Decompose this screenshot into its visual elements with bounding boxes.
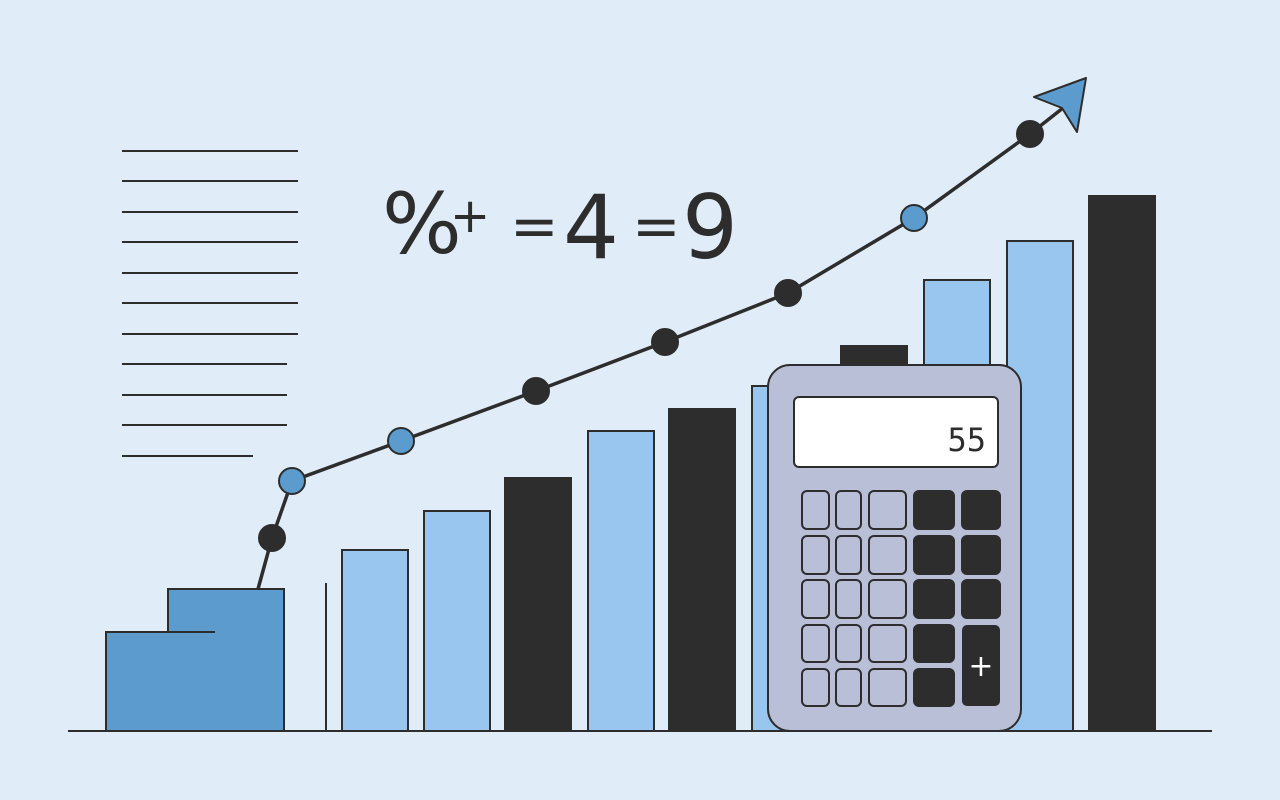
trend-point <box>774 279 802 307</box>
calculator-key-plus[interactable] <box>962 625 1000 706</box>
stepped-block <box>105 588 285 732</box>
calculator-keypad <box>801 490 1001 707</box>
formula-symbol-plus: + <box>450 188 490 244</box>
calculator-key[interactable] <box>835 668 862 707</box>
calculator-key[interactable] <box>961 579 1001 619</box>
formula-symbol-percent: % <box>382 175 462 273</box>
arrow-head-icon <box>1033 77 1087 133</box>
calculator-key[interactable] <box>868 668 907 707</box>
calculator-key[interactable] <box>913 535 955 575</box>
calculator-key[interactable] <box>835 535 862 575</box>
calculator: 55 + <box>767 364 1022 732</box>
calculator-key[interactable] <box>835 579 862 619</box>
calculator-key[interactable] <box>835 490 862 530</box>
formula-digit-4: 4 <box>563 176 619 279</box>
calculator-key[interactable] <box>868 579 907 619</box>
calculator-key[interactable] <box>913 668 955 707</box>
trend-point <box>522 377 550 405</box>
calculator-key[interactable] <box>801 624 830 663</box>
calculator-key[interactable] <box>913 624 955 663</box>
formula-symbol-equals-2: = <box>632 192 681 260</box>
trend-point <box>900 204 928 232</box>
calculator-key[interactable] <box>868 535 907 575</box>
text-lines-decoration <box>122 150 298 457</box>
trend-point <box>258 524 286 552</box>
bar <box>504 477 572 732</box>
trend-line <box>256 77 1087 590</box>
bar <box>423 510 491 732</box>
bar <box>587 430 655 732</box>
trend-path <box>256 102 1070 590</box>
trend-point <box>651 328 679 356</box>
calculator-key[interactable] <box>913 579 955 619</box>
formula-symbol-equals: = <box>510 192 559 260</box>
bar <box>341 549 409 732</box>
formula: % + = 4 = 9 <box>382 175 738 279</box>
calculator-key[interactable] <box>835 624 862 663</box>
calculator-key[interactable] <box>801 668 830 707</box>
trend-point <box>1016 120 1044 148</box>
calculator-key[interactable] <box>801 579 830 619</box>
calculator-key[interactable] <box>961 535 1001 575</box>
plus-key-label: + <box>968 649 993 684</box>
calculator-key[interactable] <box>868 490 907 530</box>
bar <box>1088 195 1156 732</box>
trend-point <box>387 427 415 455</box>
formula-digit-9: 9 <box>682 176 738 279</box>
calculator-display <box>793 396 999 468</box>
calculator-key[interactable] <box>913 490 955 530</box>
calculator-key[interactable] <box>961 490 1001 530</box>
trend-point <box>278 467 306 495</box>
calculator-key[interactable] <box>868 624 907 663</box>
bar <box>668 408 736 732</box>
calculator-display-value: 55 <box>947 421 986 459</box>
calculator-key[interactable] <box>801 490 830 530</box>
calculator-key[interactable] <box>801 535 830 575</box>
